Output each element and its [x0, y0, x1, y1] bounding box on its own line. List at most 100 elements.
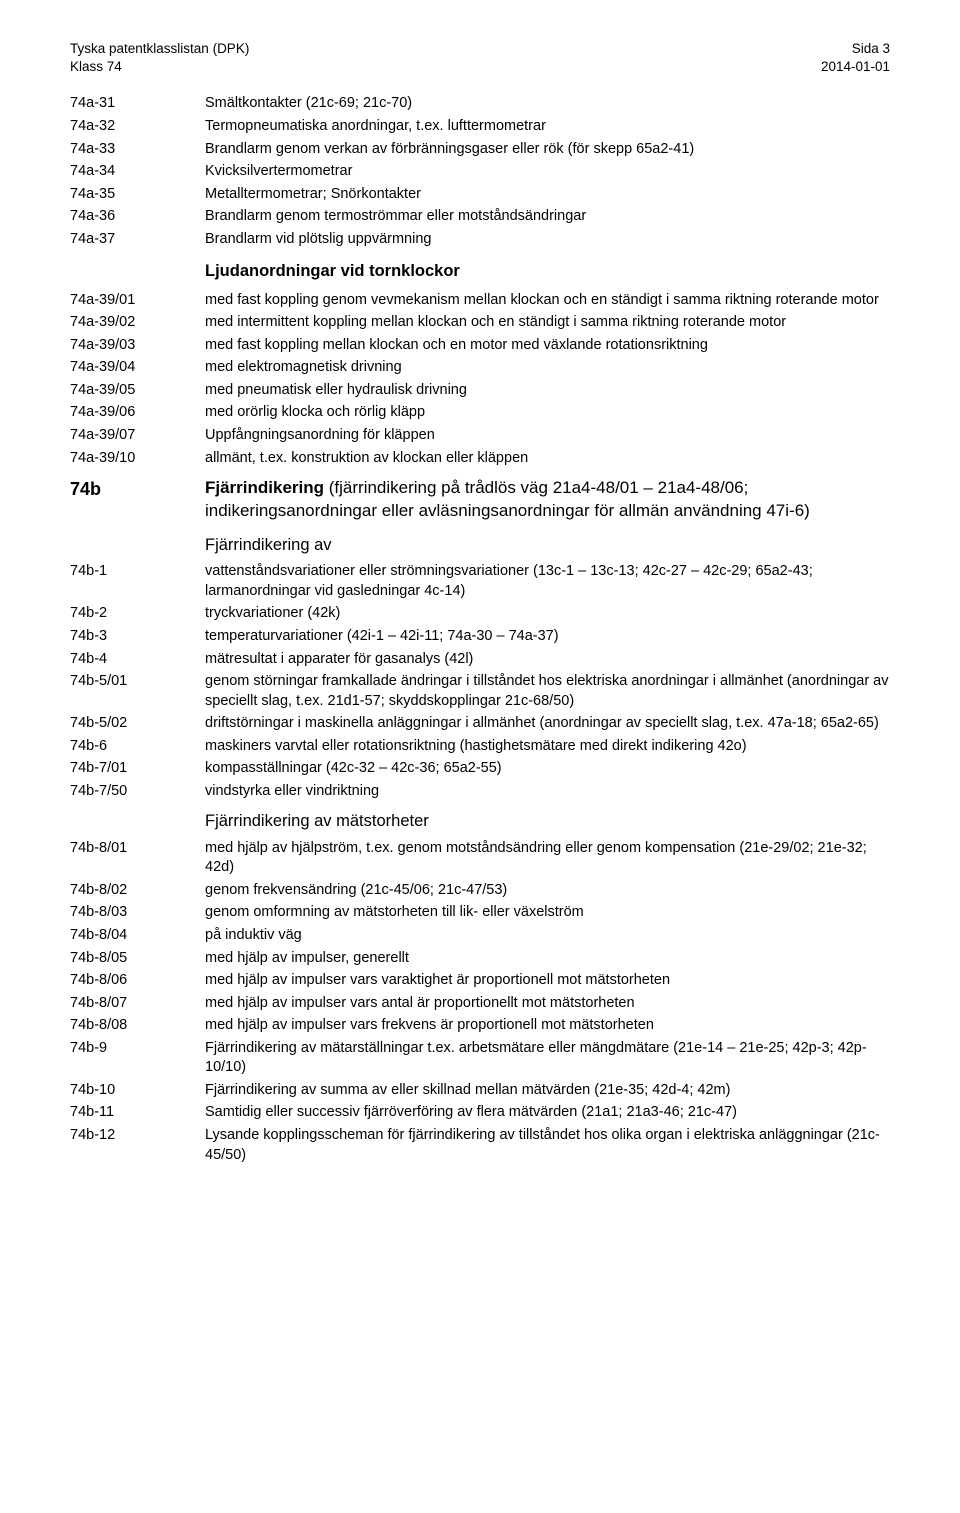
entry-description: på induktiv väg	[205, 926, 890, 946]
entry-description: Kvicksilvertermometrar	[205, 162, 890, 182]
entry-code: 74b-8/01	[70, 839, 205, 859]
entry-row: 74b-8/07med hjälp av impulser vars antal…	[70, 994, 890, 1014]
entry-description: Smältkontakter (21c-69; 21c-70)	[205, 94, 890, 114]
entry-description: Metalltermometrar; Snörkontakter	[205, 185, 890, 205]
main-class-row: 74bFjärrindikering (fjärrindikering på t…	[70, 477, 890, 525]
entry-row: 74a-39/06med orörlig klocka och rörlig k…	[70, 403, 890, 423]
entry-description: vattenståndsvariationer eller strömnings…	[205, 562, 890, 601]
main-class-title-bold: Fjärrindikering	[205, 478, 324, 497]
entry-code: 74b-3	[70, 627, 205, 647]
entry-code: 74a-32	[70, 117, 205, 137]
entry-description: Lysande kopplingsscheman för fjärrindike…	[205, 1126, 890, 1165]
entry-description: genom omformning av mätstorheten till li…	[205, 903, 890, 923]
entry-row: 74b-8/02genom frekvensändring (21c-45/06…	[70, 881, 890, 901]
entry-row: 74b-7/50vindstyrka eller vindriktning	[70, 782, 890, 802]
header-left-line1: Tyska patentklasslistan (DPK)	[70, 40, 249, 58]
header-right: Sida 3 2014-01-01	[821, 40, 890, 76]
entry-code: 74a-39/02	[70, 313, 205, 333]
entry-row: 74a-35Metalltermometrar; Snörkontakter	[70, 185, 890, 205]
entry-code: 74b-7/01	[70, 759, 205, 779]
entry-row: 74b-1vattenståndsvariationer eller ström…	[70, 562, 890, 601]
entry-code: 74b-2	[70, 604, 205, 624]
entry-row: 74b-12Lysande kopplingsscheman för fjärr…	[70, 1126, 890, 1165]
header-left-line2: Klass 74	[70, 58, 249, 76]
entry-description: Fjärrindikering av summa av eller skilln…	[205, 1081, 890, 1101]
entry-row: 74b-5/01genom störningar framkallade änd…	[70, 672, 890, 711]
entry-code: 74a-39/04	[70, 358, 205, 378]
entry-row: 74a-39/04med elektromagnetisk drivning	[70, 358, 890, 378]
main-class-heading: Fjärrindikering (fjärrindikering på tråd…	[205, 477, 890, 523]
main-class-code: 74b	[70, 477, 205, 501]
entry-row: 74a-39/03med fast koppling mellan klocka…	[70, 336, 890, 356]
entry-description: Brandlarm vid plötslig uppvärmning	[205, 230, 890, 250]
entry-description: med hjälp av impulser vars varaktighet ä…	[205, 971, 890, 991]
entry-code: 74a-39/03	[70, 336, 205, 356]
entry-code: 74a-34	[70, 162, 205, 182]
entry-description: allmänt, t.ex. konstruktion av klockan e…	[205, 449, 890, 469]
entry-row: 74b-8/08med hjälp av impulser vars frekv…	[70, 1016, 890, 1036]
entry-description: med elektromagnetisk drivning	[205, 358, 890, 378]
entry-description: genom frekvensändring (21c-45/06; 21c-47…	[205, 881, 890, 901]
entry-code: 74b-8/07	[70, 994, 205, 1014]
entry-code: 74b-8/05	[70, 949, 205, 969]
entry-row: 74b-8/05med hjälp av impulser, generellt	[70, 949, 890, 969]
entry-row: 74a-39/02med intermittent koppling mella…	[70, 313, 890, 333]
header-left: Tyska patentklasslistan (DPK) Klass 74	[70, 40, 249, 76]
entry-row: 74b-11Samtidig eller successiv fjärröver…	[70, 1103, 890, 1123]
entry-description: genom störningar framkallade ändringar i…	[205, 672, 890, 711]
entry-row: 74b-5/02driftstörningar i maskinella anl…	[70, 714, 890, 734]
entry-row: 74b-8/04på induktiv väg	[70, 926, 890, 946]
entry-code: 74a-35	[70, 185, 205, 205]
entry-code: 74a-39/10	[70, 449, 205, 469]
entry-code: 74a-39/07	[70, 426, 205, 446]
content-body: 74a-31Smältkontakter (21c-69; 21c-70)74a…	[70, 94, 890, 1165]
entry-row: 74b-7/01kompasställningar (42c-32 – 42c-…	[70, 759, 890, 779]
entry-row: 74a-33Brandlarm genom verkan av förbränn…	[70, 140, 890, 160]
entry-description: tryckvariationer (42k)	[205, 604, 890, 624]
entry-code: 74a-39/01	[70, 291, 205, 311]
entry-row: 74b-8/03genom omformning av mätstorheten…	[70, 903, 890, 923]
entry-row: 74b-8/01med hjälp av hjälpström, t.ex. g…	[70, 839, 890, 878]
entry-code: 74a-36	[70, 207, 205, 227]
subsection-heading: Fjärrindikering av mätstorheter	[205, 810, 890, 832]
header-right-line1: Sida 3	[821, 40, 890, 58]
entry-description: Brandlarm genom termoströmmar eller mots…	[205, 207, 890, 227]
entry-code: 74b-8/06	[70, 971, 205, 991]
entry-description: Samtidig eller successiv fjärröverföring…	[205, 1103, 890, 1123]
entry-row: 74a-32Termopneumatiska anordningar, t.ex…	[70, 117, 890, 137]
entry-description: med fast koppling genom vevmekanism mell…	[205, 291, 890, 311]
entry-description: temperaturvariationer (42i-1 – 42i-11; 7…	[205, 627, 890, 647]
entry-description: med hjälp av impulser vars frekvens är p…	[205, 1016, 890, 1036]
entry-code: 74b-4	[70, 650, 205, 670]
entry-row: 74b-6maskiners varvtal eller rotationsri…	[70, 737, 890, 757]
entry-row: 74b-4mätresultat i apparater för gasanal…	[70, 650, 890, 670]
entry-description: mätresultat i apparater för gasanalys (4…	[205, 650, 890, 670]
entry-code: 74b-8/02	[70, 881, 205, 901]
entry-row: 74a-39/05med pneumatisk eller hydraulisk…	[70, 381, 890, 401]
entry-row: 74b-8/06med hjälp av impulser vars varak…	[70, 971, 890, 991]
entry-description: Termopneumatiska anordningar, t.ex. luft…	[205, 117, 890, 137]
entry-description: med fast koppling mellan klockan och en …	[205, 336, 890, 356]
entry-row: 74b-2tryckvariationer (42k)	[70, 604, 890, 624]
entry-code: 74b-5/01	[70, 672, 205, 692]
entry-description: Brandlarm genom verkan av förbränningsga…	[205, 140, 890, 160]
entry-description: vindstyrka eller vindriktning	[205, 782, 890, 802]
entry-code: 74a-31	[70, 94, 205, 114]
subsection-row: Fjärrindikering av	[70, 528, 890, 559]
entry-row: 74a-34Kvicksilvertermometrar	[70, 162, 890, 182]
entry-code: 74b-8/04	[70, 926, 205, 946]
subsection-heading: Fjärrindikering av	[205, 534, 890, 556]
header-right-line2: 2014-01-01	[821, 58, 890, 76]
entry-code: 74b-8/08	[70, 1016, 205, 1036]
entry-code: 74b-7/50	[70, 782, 205, 802]
section-row: Ljudanordningar vid tornklockor	[70, 252, 890, 287]
entry-description: kompasställningar (42c-32 – 42c-36; 65a2…	[205, 759, 890, 779]
entry-description: med pneumatisk eller hydraulisk drivning	[205, 381, 890, 401]
entry-row: 74a-39/07Uppfångningsanordning för kläpp…	[70, 426, 890, 446]
entry-code: 74a-33	[70, 140, 205, 160]
entry-description: med hjälp av impulser vars antal är prop…	[205, 994, 890, 1014]
entry-description: med hjälp av hjälpström, t.ex. genom mot…	[205, 839, 890, 878]
entry-code: 74b-9	[70, 1039, 205, 1059]
entry-description: med intermittent koppling mellan klockan…	[205, 313, 890, 333]
subsection-row: Fjärrindikering av mätstorheter	[70, 804, 890, 835]
